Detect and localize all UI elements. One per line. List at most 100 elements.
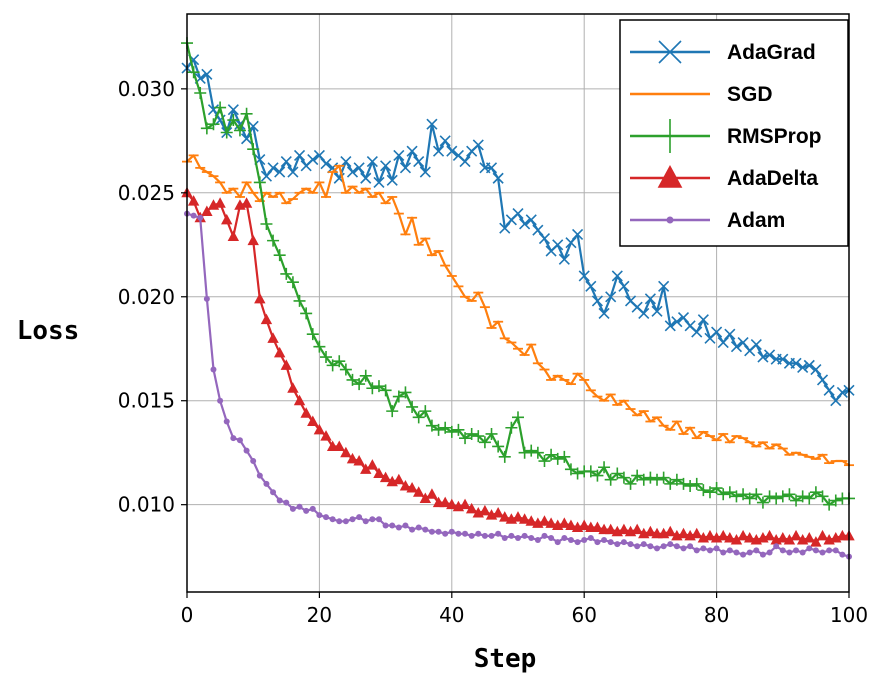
data-point-adam [713,545,720,552]
data-point-adam [329,516,336,523]
data-point-rmsprop [346,373,359,386]
data-point-adagrad [432,145,445,157]
data-point-adagrad [836,386,848,398]
data-point-rmsprop [631,469,644,482]
legend-item-rmsprop: RMSProp [630,119,822,153]
data-point-adam [832,547,839,554]
data-point-rmsprop [657,471,670,484]
legend-label-rmsprop: RMSProp [727,125,822,148]
data-point-rmsprop [829,494,842,507]
data-point-adagrad [459,156,471,168]
data-point-adagrad [605,291,617,303]
data-point-rmsprop [359,369,372,382]
data-point-rmsprop [545,448,558,461]
data-point-rmsprop [260,217,273,230]
data-point-adam [362,518,369,525]
data-point-rmsprop [531,446,544,459]
data-point-adam [607,539,614,546]
data-point-rmsprop [703,486,716,499]
data-point-adadelta [492,506,504,518]
data-point-rmsprop [644,471,657,484]
data-point-adam [501,534,508,541]
x-tick-label: 60 [571,603,596,627]
data-point-rmsprop [611,467,624,480]
data-point-rmsprop [756,496,769,509]
data-point-adadelta [419,492,432,503]
series-layer [181,37,855,560]
data-point-rmsprop [651,473,664,486]
data-point-adam [640,541,647,548]
data-point-adadelta [783,534,796,545]
data-point-adam [826,547,833,554]
data-point-adam [733,549,740,556]
data-point-adam [276,497,283,504]
data-point-adadelta [691,527,703,539]
data-point-adagrad [393,149,405,161]
data-point-adagrad [651,305,663,317]
legend: AdaGrad SGD RMSProp AdaDelta Adam [619,19,849,247]
data-point-adadelta [446,498,458,510]
data-point-adadelta [273,346,286,358]
data-point-adagrad [671,316,683,328]
data-point-adagrad [572,228,584,240]
data-point-adam [627,541,634,548]
data-point-rmsprop [505,421,518,434]
data-point-rmsprop [684,479,697,492]
data-point-adam [481,532,488,539]
data-point-adagrad [274,166,286,178]
data-point-rmsprop [372,380,385,393]
data-point-rmsprop [737,488,750,501]
y-tick-label: 0.010 [118,493,175,517]
data-point-rmsprop [803,492,816,505]
legend-marker-adadelta [657,165,683,188]
data-point-rmsprop [750,488,763,501]
data-point-adadelta [717,529,729,541]
data-point-adagrad [485,162,498,174]
series-sgd [182,154,854,467]
data-point-adagrad [525,214,537,226]
data-point-rmsprop [512,411,524,424]
data-point-adam [336,518,343,525]
data-point-adadelta [187,195,200,206]
data-point-rmsprop [366,382,379,395]
data-point-adagrad [307,153,319,166]
data-point-adam [389,522,396,529]
data-point-adam [409,526,416,533]
data-point-adagrad [260,170,273,182]
data-point-adam [548,534,555,541]
data-point-rmsprop [220,126,233,139]
data-point-adam [256,472,263,479]
x-axis-label: Step [474,644,537,673]
data-point-adam [217,397,224,404]
data-point-adadelta [644,525,657,537]
data-point-adadelta [260,313,273,325]
data-point-rmsprop [439,421,452,434]
data-point-adadelta [293,394,306,406]
data-point-adam [819,549,826,556]
data-point-rmsprop [637,473,650,486]
legend-marker-adagrad [658,40,682,64]
data-point-adadelta [538,515,551,526]
data-point-adadelta [366,459,379,470]
data-point-adadelta [545,517,557,528]
data-point-adam [581,537,588,544]
data-point-adam [203,295,210,302]
data-point-rmsprop [326,359,339,372]
data-point-rmsprop [584,465,597,478]
data-point-rmsprop [604,473,617,486]
data-point-adadelta [439,496,451,508]
data-point-adam [223,418,230,425]
data-point-rmsprop [187,66,200,79]
data-point-adadelta [353,455,365,466]
data-point-adadelta [730,534,743,545]
data-point-adam [839,551,846,558]
data-point-rmsprop [538,455,551,468]
data-point-adam [528,534,535,541]
x-tick-label: 80 [704,603,729,627]
data-point-adam [773,543,780,550]
data-point-rmsprop [247,143,260,156]
data-point-rmsprop [379,384,392,397]
data-point-adagrad [406,145,418,157]
data-point-adadelta [499,511,511,522]
data-point-adam [303,507,310,514]
